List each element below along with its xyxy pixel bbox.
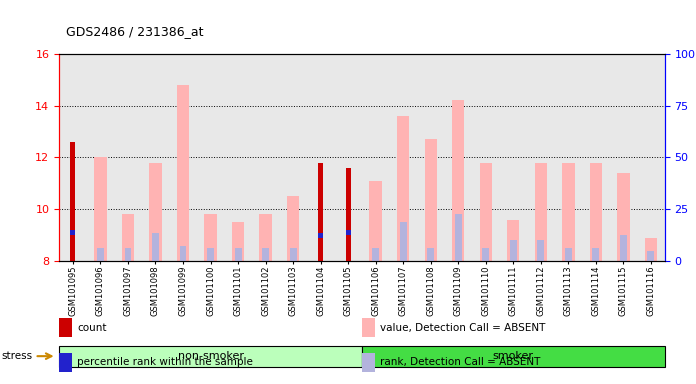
- Bar: [537, 240, 544, 261]
- Bar: [617, 173, 630, 261]
- Bar: [290, 248, 296, 261]
- Text: percentile rank within the sample: percentile rank within the sample: [77, 357, 253, 367]
- Bar: [535, 163, 547, 261]
- Bar: [397, 116, 409, 261]
- Bar: [647, 251, 654, 261]
- Bar: [59, 346, 362, 367]
- Bar: [59, 353, 72, 372]
- Bar: [427, 248, 434, 261]
- Bar: [400, 222, 406, 261]
- Bar: [480, 163, 492, 261]
- Bar: [592, 248, 599, 261]
- Text: non-smoker: non-smoker: [177, 351, 244, 361]
- Bar: [177, 85, 189, 261]
- Text: rank, Detection Call = ABSENT: rank, Detection Call = ABSENT: [380, 357, 541, 367]
- Bar: [125, 248, 132, 261]
- Bar: [152, 233, 159, 261]
- Bar: [94, 157, 106, 261]
- Text: smoker: smoker: [493, 351, 534, 361]
- Bar: [370, 181, 382, 261]
- Bar: [507, 220, 519, 261]
- Bar: [70, 230, 75, 235]
- Bar: [180, 246, 187, 261]
- Bar: [235, 248, 242, 261]
- Bar: [362, 346, 665, 367]
- Bar: [372, 248, 379, 261]
- Bar: [362, 353, 375, 372]
- Bar: [59, 318, 72, 337]
- Bar: [122, 214, 134, 261]
- Bar: [482, 248, 489, 261]
- Bar: [362, 318, 375, 337]
- Bar: [150, 163, 161, 261]
- Bar: [287, 196, 299, 261]
- Bar: [452, 101, 464, 261]
- Bar: [510, 240, 516, 261]
- Bar: [262, 248, 269, 261]
- Bar: [565, 248, 572, 261]
- Bar: [590, 163, 602, 261]
- Bar: [454, 214, 461, 261]
- Text: value, Detection Call = ABSENT: value, Detection Call = ABSENT: [380, 323, 546, 333]
- Bar: [207, 248, 214, 261]
- Text: count: count: [77, 323, 106, 333]
- Bar: [425, 139, 437, 261]
- Bar: [205, 214, 216, 261]
- Bar: [346, 230, 351, 235]
- Bar: [562, 163, 574, 261]
- Text: stress: stress: [1, 351, 33, 361]
- Bar: [232, 222, 244, 261]
- Bar: [318, 233, 323, 238]
- Bar: [97, 248, 104, 261]
- Bar: [260, 214, 271, 261]
- Bar: [318, 163, 323, 261]
- Bar: [620, 235, 627, 261]
- Bar: [346, 168, 351, 261]
- Bar: [70, 142, 75, 261]
- Text: GDS2486 / 231386_at: GDS2486 / 231386_at: [66, 25, 204, 38]
- Bar: [644, 238, 657, 261]
